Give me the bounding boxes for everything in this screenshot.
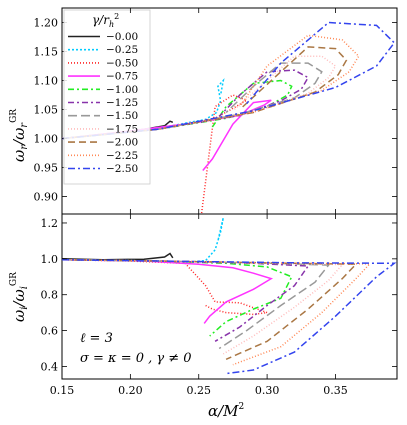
- bottom-series-line-1: [62, 217, 225, 264]
- bottom-series-group: [62, 217, 397, 375]
- x-tick-label: 0.15: [50, 384, 75, 397]
- legend-label-0: −0.00: [106, 31, 138, 43]
- top-y-axis-title: ωr/ωrGR: [9, 109, 30, 162]
- bottom-y-tick-label: 0.4: [41, 360, 59, 373]
- x-tick-label: 0.30: [255, 384, 280, 397]
- legend-box: [63, 9, 151, 185]
- bottom-y-ticks: 0.4 0.6 0.8 1.0 1.2: [41, 217, 397, 373]
- bottom-y-tick-label: 1.2: [41, 217, 59, 230]
- x-tick-label: 0.35: [323, 384, 348, 397]
- bottom-y-tick-label: 0.8: [41, 289, 59, 302]
- bottom-series-line-0: [62, 252, 174, 261]
- top-y-ticks: 0.90 0.95 1.00 1.05 1.10 1.15 1.20: [34, 17, 397, 204]
- bottom-series-line-3: [62, 258, 274, 324]
- legend-label-4: −1.00: [106, 84, 138, 96]
- top-panel: 0.90 0.95 1.00 1.05 1.10 1.15 1.20 ωr/ωrGR: [9, 7, 398, 215]
- annotation-params: σ = κ = 0 , γ ≠ 0: [80, 351, 192, 366]
- top-y-tick-label: 1.10: [34, 75, 59, 88]
- top-series-line-5: [62, 69, 310, 140]
- legend-label-10: −2.50: [106, 163, 138, 175]
- bottom-y-axis-title: ωi/ωiGR: [9, 272, 30, 322]
- bottom-series-line-10: [62, 258, 397, 375]
- legend-label-3: −0.75: [106, 71, 138, 83]
- bottom-series-line-2: [62, 258, 268, 316]
- legend-label-9: −2.25: [106, 150, 138, 162]
- bottom-plot-frame: [61, 213, 398, 380]
- x-tick-label: 0.25: [186, 384, 211, 397]
- top-series-line-9: [62, 34, 360, 140]
- legend-label-7: −1.75: [106, 123, 138, 135]
- legend-label-6: −1.50: [106, 110, 138, 122]
- annotation-ell: ℓ = 3: [80, 331, 113, 346]
- top-series-line-3: [62, 99, 272, 171]
- top-y-tick-label: 0.95: [34, 162, 59, 175]
- bottom-series-line-6: [62, 258, 331, 350]
- legend-entries: −0.00−0.25−0.50 −0.75−1.00−1.25−1.50−1.75…: [68, 31, 138, 175]
- bottom-series-line-4: [62, 258, 293, 337]
- bottom-x-ticks: 0.15 0.20 0.25 0.30 0.35: [50, 8, 348, 397]
- legend-label-8: −2.00: [106, 137, 138, 149]
- top-y-tick-label: 0.90: [34, 191, 59, 204]
- top-y-tick-label: 1.20: [34, 17, 59, 30]
- x-axis-title: α/M2: [208, 402, 244, 420]
- bottom-series-line-9: [62, 258, 372, 366]
- x-tick-label: 0.20: [118, 384, 143, 397]
- legend-label-2: −0.50: [106, 57, 138, 69]
- bottom-panel: 0.4 0.6 0.8 1.0 1.2 0.15 0.20 0.25 0.30 0.35 ωi/…: [9, 8, 398, 420]
- top-y-tick-label: 1.15: [34, 46, 59, 59]
- legend: γ/rh2 −0.00−0.25−0.50−0.75−1.00−1.25−1.5…: [63, 9, 151, 185]
- bottom-series-line-5: [62, 258, 310, 342]
- top-y-tick-label: 1.00: [34, 133, 59, 146]
- bottom-y-tick-label: 1.0: [41, 253, 59, 266]
- legend-label-1: −0.25: [106, 44, 138, 56]
- top-y-tick-label: 1.05: [34, 104, 59, 117]
- legend-label-5: −1.25: [106, 97, 138, 109]
- bottom-y-tick-label: 0.6: [41, 325, 59, 338]
